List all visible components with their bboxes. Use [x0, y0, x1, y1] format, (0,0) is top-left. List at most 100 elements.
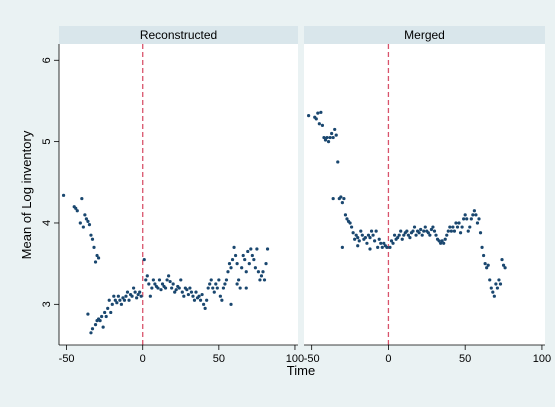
panel-strip	[59, 26, 298, 44]
x-axis: -50 0 50 100	[304, 344, 551, 365]
data-point	[432, 229, 437, 233]
data-point	[177, 286, 181, 290]
x-tick-label: 0	[140, 353, 146, 365]
y-tick-label: 3	[41, 301, 53, 307]
data-point	[115, 301, 119, 305]
data-point	[130, 294, 134, 298]
data-point	[354, 233, 358, 237]
data-point	[340, 245, 344, 249]
data-point	[371, 233, 375, 237]
data-point	[491, 290, 495, 294]
data-point	[83, 213, 87, 217]
data-point	[262, 278, 267, 282]
data-point	[218, 294, 222, 298]
data-point	[477, 217, 481, 221]
x-tick-label: 100	[533, 353, 551, 365]
data-point	[356, 244, 360, 248]
data-point	[121, 296, 125, 300]
data-point	[492, 294, 496, 298]
data-point	[119, 302, 124, 306]
data-point	[118, 298, 122, 302]
data-point	[391, 241, 395, 245]
data-point	[481, 253, 486, 258]
data-point	[244, 286, 248, 290]
data-point	[180, 290, 184, 294]
data-point	[165, 278, 169, 282]
data-point	[78, 221, 82, 225]
x-axis-title: Time	[287, 363, 315, 378]
data-point	[500, 257, 504, 262]
data-point	[498, 282, 503, 286]
data-point	[150, 286, 154, 290]
data-point	[454, 221, 458, 225]
data-point	[455, 225, 460, 229]
x-tick-label: 100	[286, 353, 304, 365]
data-point	[227, 262, 232, 266]
data-point	[151, 278, 155, 282]
data-point	[240, 266, 244, 270]
data-point	[122, 298, 127, 302]
data-point	[478, 231, 483, 235]
data-point	[235, 262, 239, 266]
data-point	[389, 239, 394, 243]
data-point	[349, 225, 354, 229]
data-point	[414, 233, 418, 237]
data-point	[460, 225, 464, 229]
data-point	[475, 221, 480, 225]
data-point	[223, 282, 227, 286]
data-point	[405, 229, 409, 233]
data-point	[439, 241, 443, 245]
data-point	[113, 298, 117, 302]
x-axis: -50 0 50 100	[59, 344, 304, 365]
data-point	[255, 247, 259, 251]
data-point	[374, 229, 378, 233]
data-point	[243, 257, 247, 262]
data-point	[396, 236, 400, 240]
data-point	[87, 223, 92, 227]
data-point	[339, 195, 343, 199]
panel-1: Reconstructed	[59, 26, 298, 345]
data-point	[446, 229, 450, 233]
data-point	[462, 217, 466, 221]
data-point	[369, 229, 374, 233]
data-point	[253, 266, 257, 270]
data-point	[211, 286, 215, 290]
data-point	[144, 278, 148, 282]
data-point	[474, 213, 478, 217]
data-point	[148, 294, 152, 298]
data-point	[334, 133, 338, 137]
data-point	[469, 217, 473, 221]
data-point	[202, 302, 206, 306]
x-tick-label: 50	[213, 353, 225, 365]
data-point	[307, 113, 311, 118]
data-point	[185, 288, 189, 292]
data-point	[365, 241, 369, 245]
data-point	[93, 323, 98, 327]
data-point	[192, 298, 197, 302]
data-point	[377, 237, 381, 241]
data-point	[437, 239, 441, 243]
data-point	[429, 227, 434, 232]
data-point	[104, 314, 108, 319]
data-point	[157, 278, 162, 282]
data-point	[480, 245, 484, 249]
y-tick-label: 5	[41, 139, 53, 145]
data-point	[136, 292, 140, 297]
data-point	[106, 306, 110, 310]
data-point	[397, 233, 401, 237]
data-point	[451, 225, 455, 229]
data-point	[325, 135, 329, 140]
data-point	[116, 294, 120, 298]
data-point	[351, 231, 355, 235]
data-point	[420, 233, 424, 237]
data-point	[229, 302, 233, 306]
data-point	[457, 221, 461, 225]
data-point	[501, 263, 506, 267]
data-point	[400, 237, 404, 241]
data-point	[133, 290, 137, 294]
plot-area	[304, 44, 545, 345]
data-point	[422, 229, 426, 233]
data-point	[366, 233, 371, 237]
data-point	[471, 213, 475, 217]
